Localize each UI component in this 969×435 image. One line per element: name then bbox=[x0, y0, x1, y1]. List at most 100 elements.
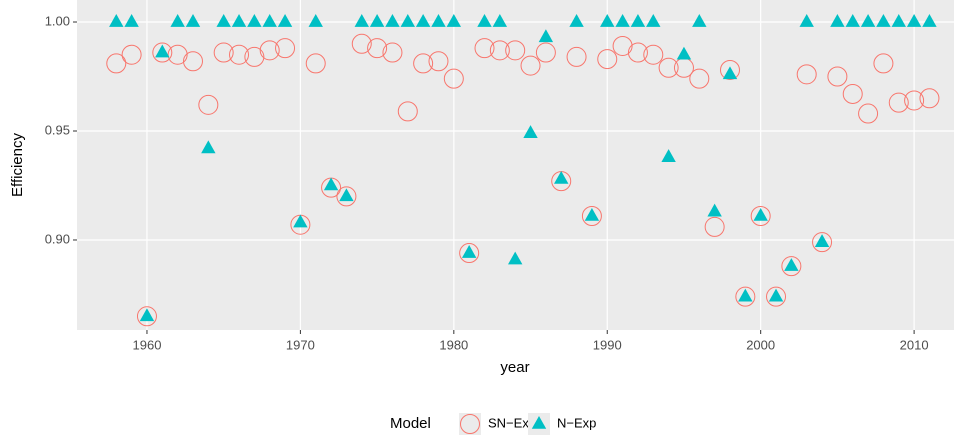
point bbox=[443, 68, 464, 89]
point bbox=[155, 44, 170, 58]
point bbox=[259, 40, 280, 61]
point bbox=[109, 14, 124, 27]
y-tick-label: 0.90 bbox=[45, 231, 70, 246]
point bbox=[244, 46, 265, 67]
point bbox=[827, 66, 848, 87]
point bbox=[428, 51, 449, 72]
point bbox=[293, 214, 308, 228]
point bbox=[830, 14, 845, 27]
point bbox=[722, 66, 738, 80]
point bbox=[136, 306, 157, 327]
point bbox=[492, 14, 508, 27]
point bbox=[612, 35, 633, 56]
point bbox=[247, 14, 262, 27]
point bbox=[385, 14, 400, 27]
point bbox=[520, 55, 541, 76]
x-tick-label: 1970 bbox=[286, 337, 315, 352]
point bbox=[707, 203, 722, 217]
y-tick-label: 1.00 bbox=[45, 13, 70, 28]
point bbox=[351, 33, 372, 54]
point bbox=[507, 251, 523, 265]
y-tick-label: 0.95 bbox=[45, 122, 70, 137]
point bbox=[597, 49, 618, 70]
point bbox=[750, 206, 771, 227]
point bbox=[781, 256, 802, 277]
point bbox=[814, 234, 830, 247]
legend-label: SN−Exp bbox=[488, 415, 536, 430]
point bbox=[382, 42, 403, 63]
point bbox=[229, 44, 250, 65]
point bbox=[367, 38, 388, 59]
x-tick-label: 2010 bbox=[900, 337, 929, 352]
point bbox=[415, 14, 431, 27]
point bbox=[735, 286, 756, 307]
x-tick-label: 1990 bbox=[593, 337, 622, 352]
point bbox=[569, 14, 584, 27]
point bbox=[799, 14, 814, 27]
point bbox=[535, 42, 556, 63]
point bbox=[354, 14, 369, 27]
point bbox=[339, 188, 354, 202]
point bbox=[400, 14, 415, 27]
point bbox=[812, 232, 833, 253]
point bbox=[216, 14, 231, 27]
point bbox=[336, 186, 357, 207]
point bbox=[784, 258, 799, 271]
point bbox=[554, 170, 569, 184]
point bbox=[489, 40, 510, 61]
point bbox=[459, 243, 480, 264]
point bbox=[845, 14, 860, 27]
point bbox=[922, 14, 937, 27]
point bbox=[566, 46, 587, 67]
point bbox=[323, 177, 339, 191]
point bbox=[201, 140, 216, 154]
point bbox=[873, 53, 894, 74]
point bbox=[661, 149, 676, 162]
point bbox=[446, 14, 462, 27]
point bbox=[397, 101, 418, 122]
point bbox=[275, 38, 296, 59]
point bbox=[643, 44, 664, 65]
point bbox=[860, 14, 876, 27]
point bbox=[477, 14, 492, 27]
point bbox=[106, 53, 127, 74]
point bbox=[139, 308, 155, 322]
point bbox=[170, 14, 185, 27]
point bbox=[768, 288, 784, 302]
y-axis-title: Efficiency bbox=[9, 133, 26, 197]
point bbox=[858, 103, 879, 124]
point bbox=[182, 51, 203, 72]
point bbox=[904, 90, 925, 111]
x-tick-label: 1960 bbox=[133, 337, 162, 352]
point bbox=[738, 288, 753, 302]
legend-marker bbox=[531, 416, 547, 429]
legend-title: Model bbox=[390, 415, 431, 432]
point bbox=[124, 14, 139, 27]
legend-marker bbox=[460, 414, 480, 434]
point bbox=[523, 125, 538, 138]
x-tick-label: 2000 bbox=[746, 337, 775, 352]
point bbox=[198, 94, 219, 115]
point bbox=[308, 14, 323, 27]
point bbox=[630, 14, 646, 27]
point bbox=[474, 38, 495, 59]
point bbox=[213, 42, 234, 63]
point bbox=[719, 59, 740, 80]
point bbox=[231, 14, 247, 27]
panel bbox=[77, 0, 954, 330]
point bbox=[766, 286, 787, 307]
point bbox=[891, 14, 906, 27]
point bbox=[152, 42, 173, 63]
point bbox=[906, 14, 922, 27]
point bbox=[305, 53, 326, 74]
point bbox=[461, 245, 477, 258]
point bbox=[692, 14, 707, 27]
point bbox=[262, 14, 277, 27]
point bbox=[689, 68, 710, 89]
x-tick-label: 1980 bbox=[439, 337, 468, 352]
point bbox=[704, 216, 725, 237]
point bbox=[277, 14, 293, 27]
point bbox=[600, 14, 615, 27]
point bbox=[121, 44, 142, 65]
